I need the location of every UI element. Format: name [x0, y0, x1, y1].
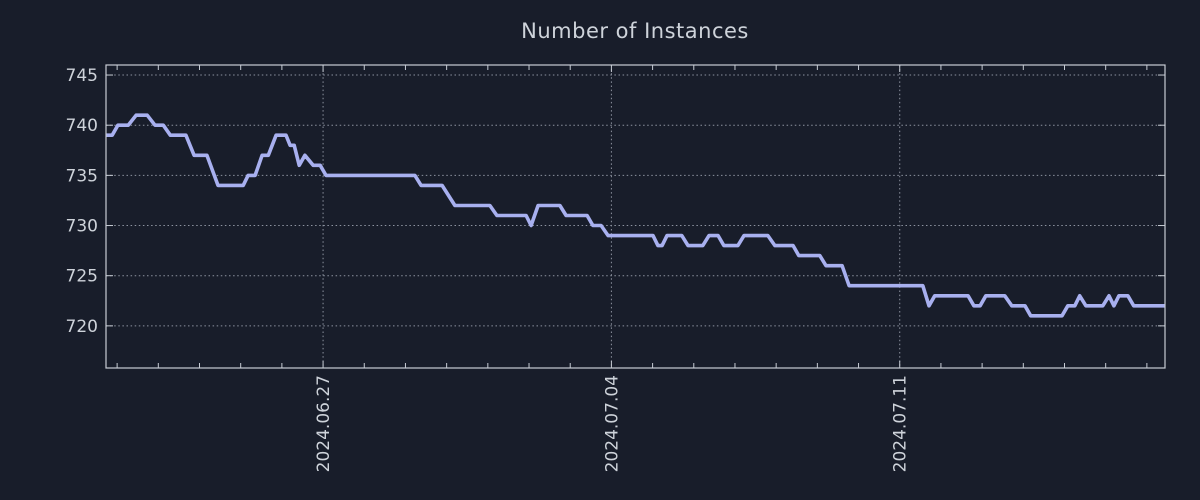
axis-ticks	[106, 65, 1165, 368]
series-line-group	[106, 113, 1165, 318]
x-tick-label: 2024.06.27	[314, 375, 334, 472]
instances-series-line	[106, 113, 1165, 318]
y-tick-label: 730	[66, 217, 98, 237]
y-tick-label: 740	[66, 116, 98, 136]
x-tick-label: 2024.07.04	[602, 375, 622, 472]
x-gridlines	[322, 65, 901, 368]
plot-border-group	[105, 64, 1166, 369]
y-gridlines	[106, 74, 1165, 327]
plot-border	[105, 64, 1166, 369]
x-tick-label: 2024.07.11	[891, 375, 911, 472]
y-tick-label: 720	[66, 317, 98, 337]
x-tick-labels: 2024.06.27 2024.07.04 2024.07.11	[314, 375, 911, 472]
y-tick-label: 735	[66, 166, 98, 186]
y-tick-label: 725	[66, 267, 98, 287]
chart-title: Number of Instances	[521, 19, 749, 43]
y-tick-label: 745	[66, 66, 98, 86]
y-tick-labels: 720 725 730 735 740 745	[66, 66, 98, 337]
